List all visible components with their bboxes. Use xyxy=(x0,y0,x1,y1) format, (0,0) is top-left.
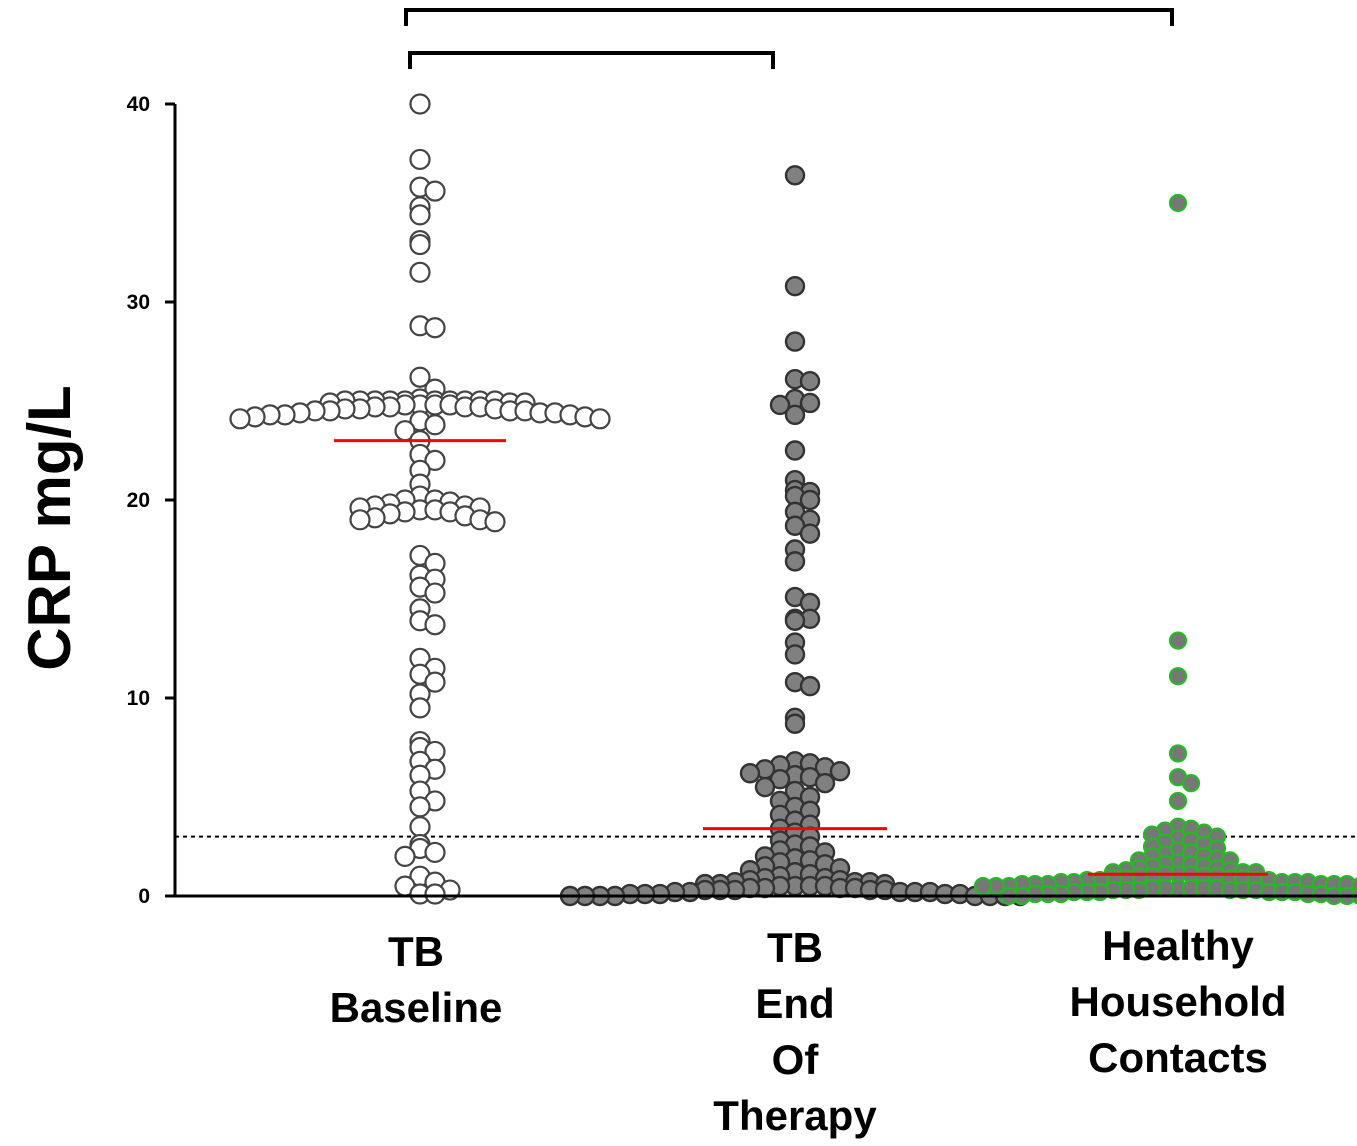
y-tick-label: 40 xyxy=(127,93,150,116)
x-axis-category-labels: TB Baseline TB End Of Therapy Healthy Household… xyxy=(330,922,1287,1139)
data-point xyxy=(784,551,806,572)
data-point xyxy=(739,763,761,784)
y-tick-label: 10 xyxy=(127,687,150,710)
significance-bracket xyxy=(408,51,775,69)
data-point xyxy=(424,317,446,339)
data-point xyxy=(769,394,791,416)
data-point xyxy=(409,148,431,171)
category-label-line: Of xyxy=(772,1036,820,1083)
category-label-line: Healthy xyxy=(1102,922,1254,969)
category-label-line: Household xyxy=(1070,978,1287,1025)
category-label: Healthy Household Contacts xyxy=(1070,922,1287,1081)
data-point xyxy=(424,841,446,864)
data-point xyxy=(799,523,821,544)
data-point xyxy=(1168,744,1188,763)
category-label-line: TB xyxy=(388,928,444,975)
data-point xyxy=(814,772,836,794)
data-point xyxy=(409,796,431,818)
category-label-line: Contacts xyxy=(1088,1034,1268,1081)
data-point xyxy=(784,331,806,352)
data-point xyxy=(784,165,806,186)
data-point xyxy=(799,392,821,414)
data-point xyxy=(424,671,446,693)
data-points xyxy=(229,93,1357,907)
data-point xyxy=(424,883,446,905)
category-label-line: Therapy xyxy=(713,1092,877,1139)
data-point xyxy=(409,204,431,226)
y-tick-label: 30 xyxy=(127,291,150,314)
data-point xyxy=(784,644,806,665)
data-point xyxy=(589,408,611,430)
data-point xyxy=(409,816,431,838)
data-point xyxy=(799,371,821,392)
data-point xyxy=(409,261,431,283)
data-point xyxy=(1181,774,1201,793)
significance-brackets xyxy=(404,8,1174,69)
category-label-line: End xyxy=(755,980,834,1027)
data-point xyxy=(754,776,776,798)
data-point xyxy=(784,440,806,461)
data-point xyxy=(424,414,446,436)
data-point xyxy=(973,876,993,896)
data-point xyxy=(349,509,371,531)
data-point xyxy=(409,93,431,115)
data-point xyxy=(799,489,821,511)
y-axis-title: CRP mg/L xyxy=(16,385,83,671)
category-label-line: Baseline xyxy=(330,984,503,1031)
data-point xyxy=(424,614,446,636)
data-point xyxy=(229,408,251,430)
data-point xyxy=(409,233,431,256)
data-point xyxy=(409,697,431,719)
data-point xyxy=(424,449,446,471)
data-point xyxy=(1168,631,1188,650)
data-point xyxy=(1168,791,1188,811)
data-point xyxy=(784,610,806,631)
data-point xyxy=(784,713,806,734)
data-point xyxy=(829,761,851,782)
data-point xyxy=(1168,667,1188,686)
y-tick-label: 20 xyxy=(127,489,150,512)
median-lines xyxy=(334,439,1268,876)
data-point xyxy=(424,180,446,202)
data-point xyxy=(484,511,506,533)
data-point xyxy=(409,366,431,388)
data-point xyxy=(1168,193,1188,213)
data-point xyxy=(799,675,821,697)
data-point xyxy=(784,275,806,297)
data-point xyxy=(784,404,806,426)
significance-bracket xyxy=(404,8,1174,26)
y-axis-ticks: 0 10 20 30 40 xyxy=(127,93,175,908)
data-point xyxy=(424,582,446,604)
data-point xyxy=(394,845,416,868)
category-label: TB End Of Therapy xyxy=(713,924,877,1139)
y-tick-label: 0 xyxy=(138,885,150,908)
category-label: TB Baseline xyxy=(330,928,503,1031)
category-label-line: TB xyxy=(767,924,823,971)
